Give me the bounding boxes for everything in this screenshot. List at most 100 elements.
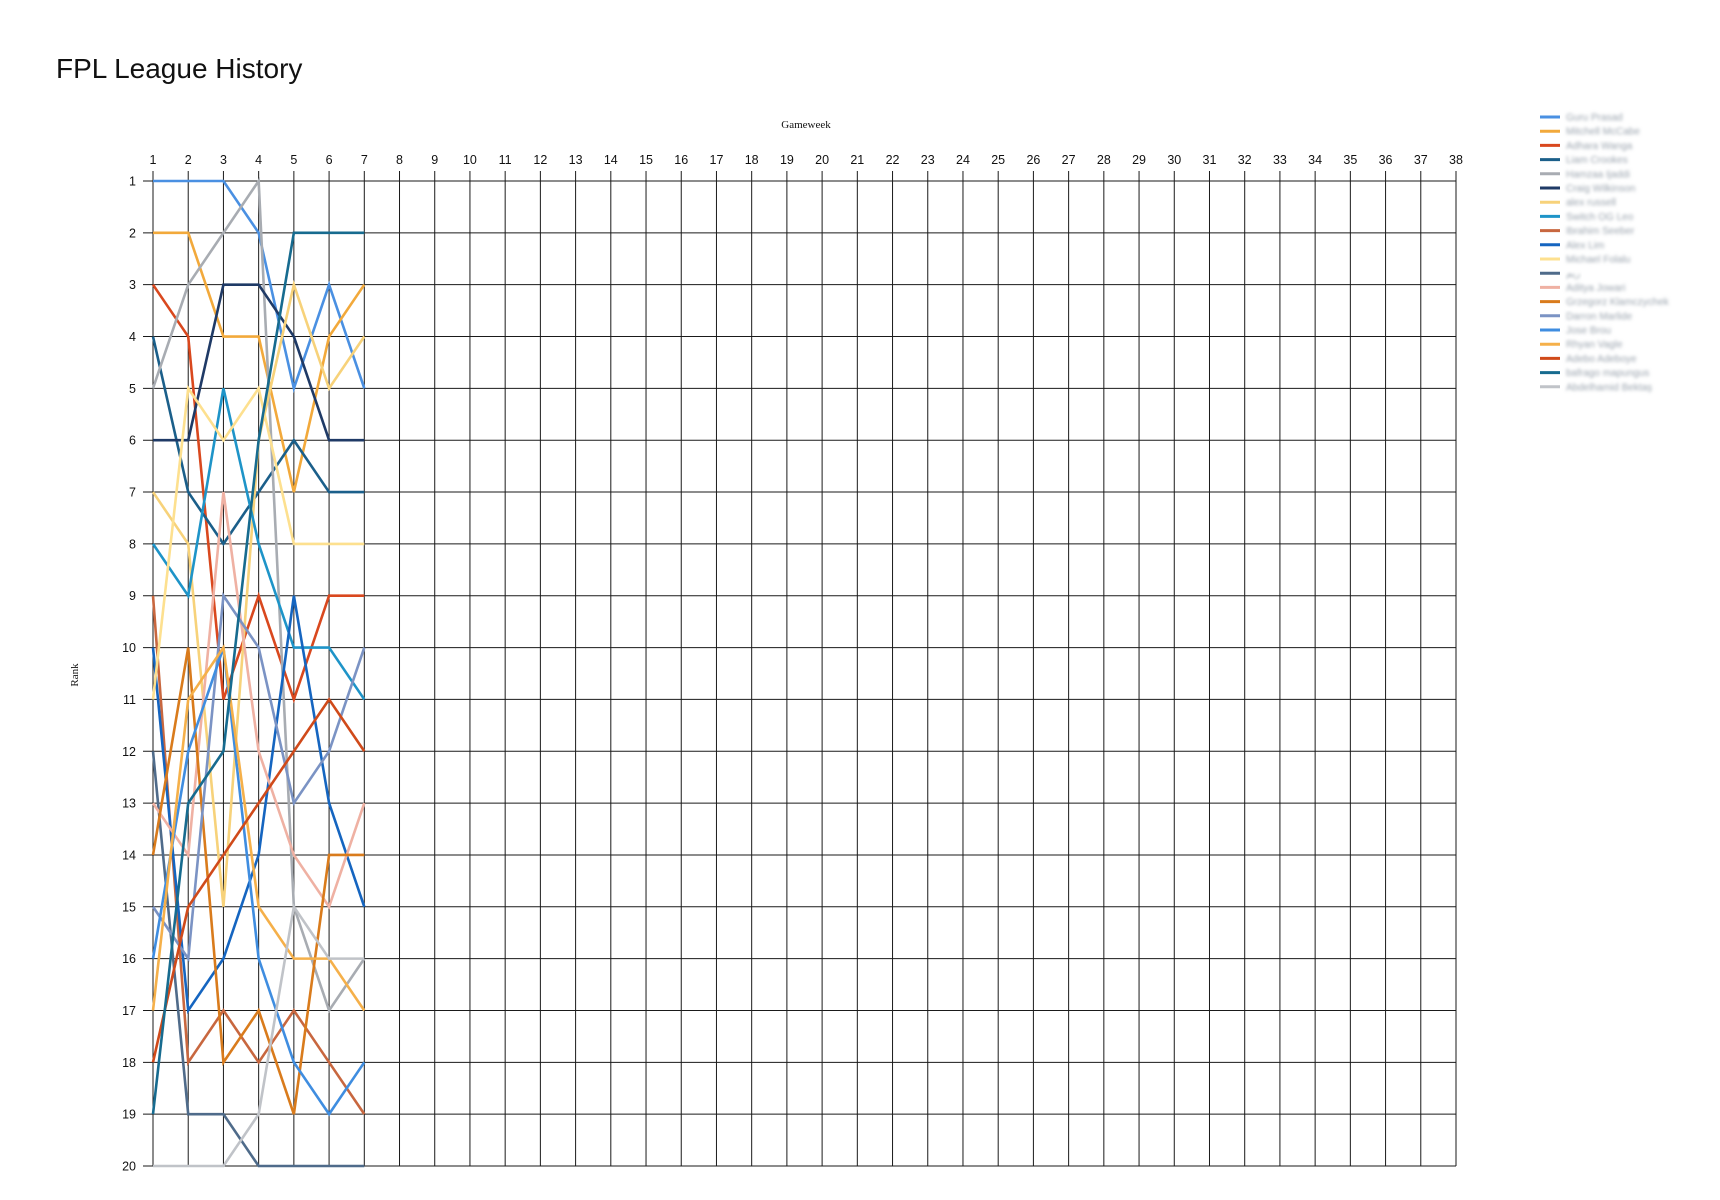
legend-entry: Adebo Adeboye xyxy=(1566,354,1637,365)
x-tick-label: 26 xyxy=(1026,153,1040,167)
x-tick-label: 37 xyxy=(1414,153,1428,167)
x-tick-label: 6 xyxy=(326,153,333,167)
y-tick-label: 11 xyxy=(123,693,136,707)
legend-entry: Aditya Jowari xyxy=(1566,283,1625,294)
x-tick-label: 7 xyxy=(361,153,368,167)
series-line-9 xyxy=(151,595,366,1115)
page-title: FPL League History xyxy=(56,52,303,84)
x-tick-label: 11 xyxy=(499,153,512,167)
y-tick-label: 12 xyxy=(122,745,136,759)
series-line-6 xyxy=(153,283,365,442)
x-tick-label: 5 xyxy=(290,153,297,167)
series-line-20 xyxy=(153,903,365,1168)
series-line-11 xyxy=(151,384,365,700)
series-line-18 xyxy=(151,697,366,1063)
series-line-10 xyxy=(151,595,366,1015)
y-tick-label: 4 xyxy=(129,330,136,344)
y-tick-label: 6 xyxy=(129,434,136,448)
x-tick-label: 20 xyxy=(815,153,829,167)
x-tick-label: 21 xyxy=(850,153,864,167)
legend-entry: alex russell xyxy=(1566,198,1616,209)
y-tick-label: 1 xyxy=(129,175,136,189)
series-line-4 xyxy=(151,336,365,547)
series-line-15 xyxy=(151,592,366,963)
x-tick-label: 9 xyxy=(431,153,438,167)
x-tick-label: 19 xyxy=(780,153,794,167)
x-tick-label: 31 xyxy=(1203,153,1217,167)
x-tick-label: 29 xyxy=(1132,153,1146,167)
legend-entry: ريم xyxy=(1566,269,1580,280)
x-tick-label: 2 xyxy=(185,153,192,167)
y-tick-label: 13 xyxy=(122,797,136,811)
x-tick-label: 8 xyxy=(396,153,403,167)
x-tick-label: 28 xyxy=(1097,153,1111,167)
x-tick-label: 18 xyxy=(745,153,759,167)
series-line-16 xyxy=(151,647,366,1117)
x-tick-label: 30 xyxy=(1167,153,1181,167)
legend-entry: Ibrahim Seeber xyxy=(1566,226,1635,237)
x-tick-label: 12 xyxy=(533,153,547,167)
legend-entry: Darron Marlide xyxy=(1566,311,1633,322)
x-tick-label: 23 xyxy=(921,153,935,167)
y-tick-label: 20 xyxy=(122,1160,136,1174)
y-tick-label: 14 xyxy=(122,848,136,862)
legend-entry: Abdelhamid Bektaş xyxy=(1566,382,1652,393)
y-tick-label: 8 xyxy=(129,537,136,551)
y-tick-label: 2 xyxy=(129,226,136,240)
series-lines xyxy=(151,177,366,1168)
series-line-5 xyxy=(151,177,366,1014)
y-tick-label: 17 xyxy=(122,1004,136,1018)
legend-entry: Switch OG Leo xyxy=(1566,212,1634,223)
x-tick-label: 24 xyxy=(956,153,970,167)
legend: Guru Prasad Mitchell McCabe Adhara Wanga Li… xyxy=(1540,113,1670,393)
x-tick-label: 36 xyxy=(1379,153,1393,167)
series-line-19 xyxy=(151,231,365,1115)
legend-entry: Grzegorz Klamczychek xyxy=(1566,297,1670,308)
x-tick-label: 33 xyxy=(1273,153,1287,167)
y-tick-label: 10 xyxy=(122,641,136,655)
legend-entry: Rhyan Vagle xyxy=(1566,340,1623,351)
legend-entry: Jose Brou xyxy=(1566,326,1611,337)
x-tick-label: 35 xyxy=(1343,153,1357,167)
series-line-2 xyxy=(153,231,366,493)
legend-entry: Hamzaa Ijaddi xyxy=(1566,169,1630,180)
y-tick-label: 16 xyxy=(122,952,136,966)
x-tick-label: 3 xyxy=(220,153,227,167)
series-line-12 xyxy=(151,751,365,1168)
legend-entry: Craig Wilkinson xyxy=(1566,184,1635,195)
y-tick-label: 9 xyxy=(129,589,136,603)
x-tick-label: 32 xyxy=(1238,153,1252,167)
x-tick-label: 34 xyxy=(1308,153,1322,167)
x-tick-label: 4 xyxy=(255,153,262,167)
x-tick-label: 14 xyxy=(604,153,618,167)
legend-entry: Michael Folalu xyxy=(1566,255,1630,266)
x-tick-label: 16 xyxy=(674,153,688,167)
legend-entry: Guru Prasad xyxy=(1566,113,1623,124)
x-tick-label: 22 xyxy=(886,153,900,167)
y-tick-label: 5 xyxy=(129,382,136,396)
legend-entry: bafrago mapungus xyxy=(1566,368,1649,379)
x-tick-label: 17 xyxy=(710,153,724,167)
y-tick-label: 3 xyxy=(129,278,136,292)
legend-entry: Liam Crookes xyxy=(1566,155,1628,166)
y-tick-label: 18 xyxy=(122,1056,136,1070)
series-line-14 xyxy=(151,647,365,1115)
y-tick-label: 15 xyxy=(122,900,136,914)
y-tick-label: 7 xyxy=(129,486,136,500)
x-tick-label: 38 xyxy=(1449,153,1463,167)
y-axis-label: Rank xyxy=(69,663,81,687)
series-line-3 xyxy=(151,283,365,704)
x-tick-label: 1 xyxy=(150,153,157,167)
y-tick-label: 19 xyxy=(122,1108,136,1122)
legend-entry: Adhara Wanga xyxy=(1566,141,1633,152)
x-axis-ticks: 1 2 3 4 5 6 7 8 9 10 11 12 13 14 15 16 17 18 19 20 21 22 23 24 2… xyxy=(150,153,1463,167)
x-tick-label: 27 xyxy=(1062,153,1076,167)
x-axis-label: Gameweek xyxy=(781,119,831,131)
x-tick-label: 25 xyxy=(991,153,1005,167)
series-line-13 xyxy=(151,491,366,910)
x-tick-label: 13 xyxy=(569,153,583,167)
x-tick-label: 10 xyxy=(463,153,477,167)
x-tick-label: 15 xyxy=(639,153,653,167)
